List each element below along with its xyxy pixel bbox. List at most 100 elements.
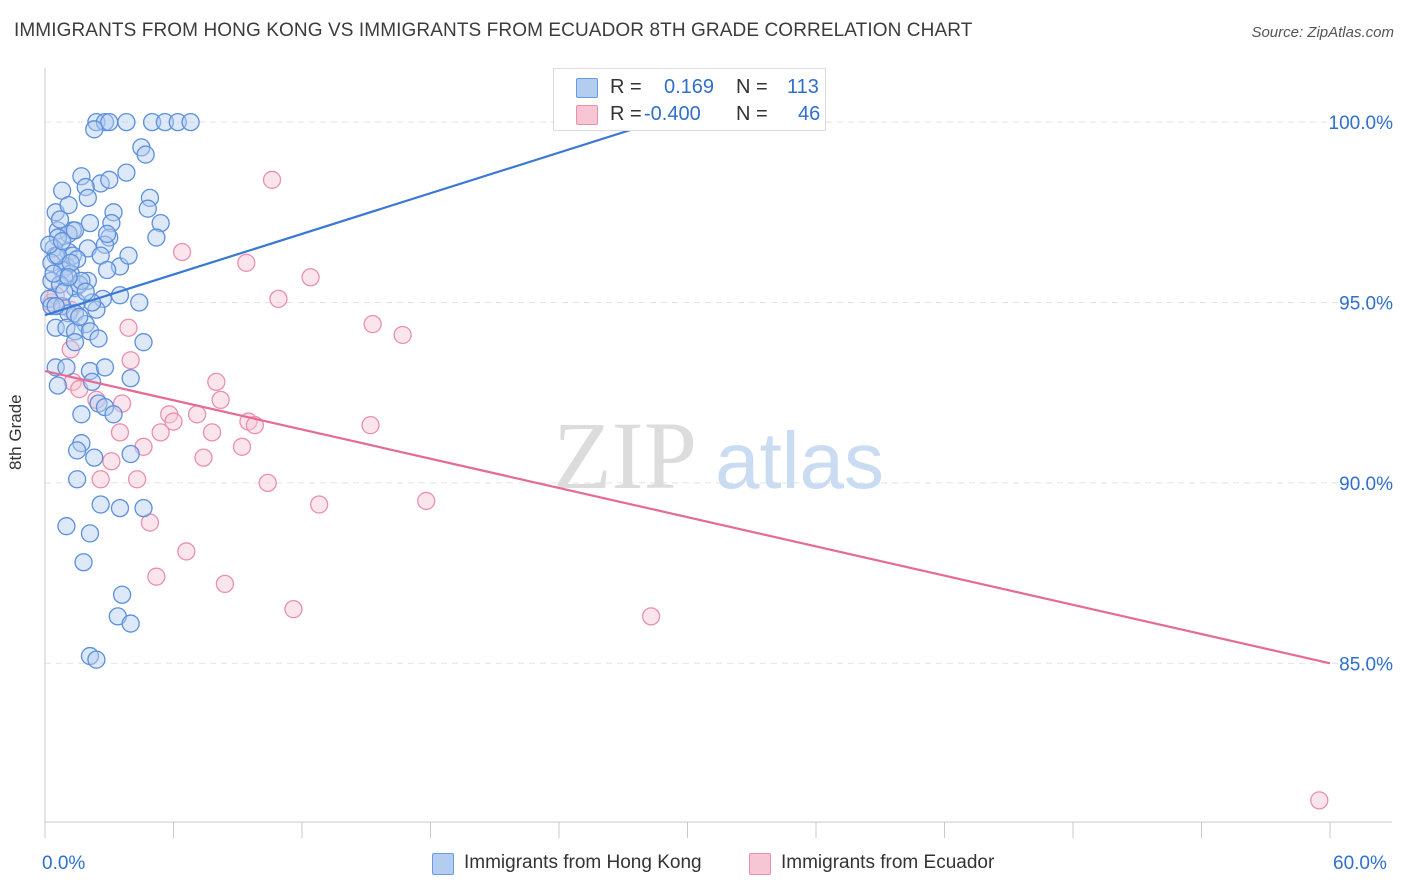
source-label: Source: ZipAtlas.com bbox=[1251, 24, 1394, 41]
ecuador-point bbox=[284, 599, 303, 619]
hong-kong-point bbox=[72, 405, 91, 424]
ecuador-point bbox=[309, 495, 329, 514]
ecuador-point bbox=[269, 289, 288, 309]
ecuador-point bbox=[177, 542, 196, 561]
r-label: R = bbox=[610, 103, 642, 125]
hong-kong-point bbox=[48, 376, 67, 395]
hong-kong-point bbox=[65, 322, 85, 341]
hong-kong-point bbox=[76, 177, 95, 197]
hong-kong-point bbox=[80, 361, 100, 381]
gridlines bbox=[45, 121, 1392, 664]
ecuador-point bbox=[172, 242, 192, 262]
hong-kong-point bbox=[57, 517, 76, 536]
hong-kong-point bbox=[80, 524, 100, 543]
ecuador-point bbox=[237, 253, 256, 272]
ecuador-point bbox=[147, 567, 166, 586]
hong-kong-point bbox=[57, 358, 76, 377]
ecuador-point bbox=[110, 423, 130, 442]
ecuador-point bbox=[262, 170, 282, 189]
ecuador-point bbox=[417, 491, 436, 511]
trend-line-hong-kong bbox=[44, 121, 656, 317]
hong-kong-point bbox=[67, 441, 87, 460]
ecuador-point bbox=[363, 314, 382, 334]
ecuador-point bbox=[215, 574, 235, 594]
stats-swatch-pink bbox=[576, 105, 598, 125]
hong-kong-point bbox=[155, 112, 175, 132]
hong-kong-point bbox=[74, 553, 93, 572]
hong-kong-points bbox=[40, 112, 200, 669]
hong-kong-point bbox=[147, 228, 166, 247]
hong-kong-point bbox=[59, 268, 78, 287]
hong-kong-point bbox=[117, 112, 136, 132]
hong-kong-point bbox=[89, 329, 108, 348]
ecuador-point bbox=[187, 405, 207, 424]
ecuador-point bbox=[232, 437, 252, 456]
ecuador-point bbox=[91, 470, 110, 489]
y-tick-label: 90.0% bbox=[1339, 474, 1393, 495]
n-label: N = bbox=[736, 103, 768, 125]
n-value-ecuador: 46 bbox=[798, 103, 821, 125]
hong-kong-point bbox=[140, 188, 160, 208]
y-tick-labels: 85.0% 90.0% 95.0% 100.0% bbox=[1329, 113, 1394, 675]
legend-swatch-blue bbox=[432, 853, 454, 875]
ecuador-point bbox=[119, 318, 138, 337]
hong-kong-point bbox=[65, 333, 85, 352]
r-value-ecuador: -0.400 bbox=[644, 103, 701, 125]
hong-kong-point bbox=[100, 170, 119, 189]
hong-kong-point bbox=[59, 195, 78, 215]
hong-kong-point bbox=[112, 585, 132, 604]
ecuador-point bbox=[121, 351, 140, 370]
hong-kong-point bbox=[134, 333, 153, 352]
hong-kong-point bbox=[134, 498, 153, 518]
hong-kong-point bbox=[72, 167, 91, 186]
hong-kong-point bbox=[136, 145, 155, 164]
hong-kong-point bbox=[78, 188, 97, 208]
hong-kong-point bbox=[138, 199, 157, 218]
hong-kong-point bbox=[85, 448, 104, 467]
hong-kong-point bbox=[181, 112, 200, 132]
ecuador-point bbox=[127, 470, 147, 489]
hong-kong-point bbox=[50, 210, 70, 229]
ecuador-point bbox=[194, 448, 213, 467]
ecuador-point bbox=[207, 372, 226, 392]
ecuador-point bbox=[258, 473, 277, 493]
hong-kong-point bbox=[102, 213, 121, 233]
hong-kong-point bbox=[80, 213, 100, 233]
hong-kong-point bbox=[95, 112, 115, 132]
trend-lines bbox=[44, 121, 1331, 665]
legend-swatch-pink bbox=[749, 853, 771, 875]
hong-kong-point bbox=[42, 253, 61, 272]
hong-kong-point bbox=[65, 221, 85, 240]
hong-kong-point bbox=[104, 405, 123, 424]
hong-kong-point bbox=[117, 163, 136, 182]
hong-kong-point bbox=[121, 444, 140, 464]
ecuador-point bbox=[361, 416, 380, 435]
n-value-hong-kong: 113 bbox=[787, 76, 819, 98]
watermark-zip: ZIP bbox=[553, 402, 697, 509]
watermark: ZIP atlas bbox=[553, 402, 884, 509]
hong-kong-point bbox=[67, 470, 87, 489]
ecuador-point bbox=[245, 416, 265, 435]
hong-kong-point bbox=[95, 358, 115, 377]
hong-kong-point bbox=[97, 260, 117, 280]
r-value-hong-kong: 0.169 bbox=[664, 76, 715, 98]
hong-kong-point bbox=[44, 264, 63, 283]
trend-line-ecuador bbox=[44, 369, 1331, 665]
x-tick-label-max: 60.0% bbox=[1333, 853, 1387, 874]
ecuador-point bbox=[641, 607, 661, 626]
hong-kong-point bbox=[168, 112, 187, 132]
hong-kong-point bbox=[95, 235, 115, 254]
n-label: N = bbox=[736, 76, 768, 98]
hong-kong-point bbox=[121, 614, 140, 633]
ecuador-point bbox=[102, 452, 121, 471]
hong-kong-point bbox=[76, 282, 95, 301]
stats-swatch-blue bbox=[576, 78, 598, 98]
hong-kong-point bbox=[142, 112, 162, 132]
hong-kong-point bbox=[119, 246, 138, 265]
hong-kong-point bbox=[85, 120, 104, 139]
legend-label-ecuador: Immigrants from Ecuador bbox=[781, 852, 995, 873]
hong-kong-point bbox=[42, 296, 61, 316]
hong-kong-point bbox=[70, 307, 89, 327]
hong-kong-point bbox=[130, 293, 149, 312]
